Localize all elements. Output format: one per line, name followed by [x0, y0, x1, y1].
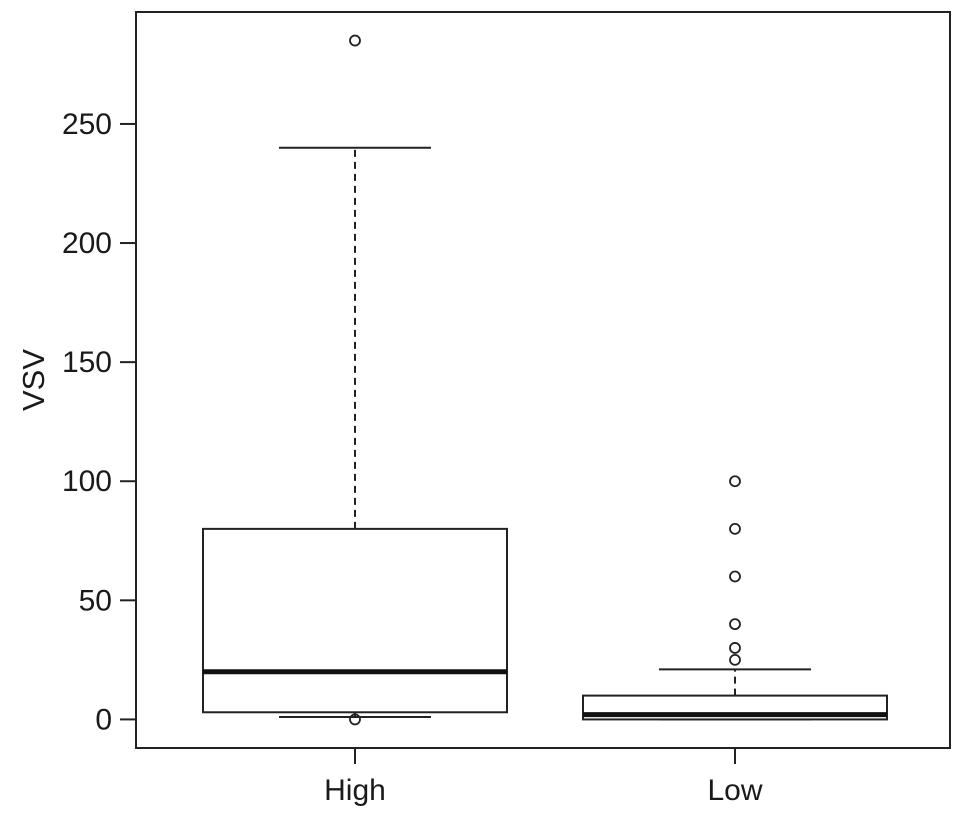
y-tick-label: 150: [62, 346, 112, 379]
outlier-point: [729, 522, 741, 535]
y-tick-label: 100: [62, 465, 112, 498]
outlier-point: [729, 653, 741, 666]
outlier-point: [349, 713, 361, 726]
y-tick-label: 0: [95, 703, 112, 736]
y-tick-label: 250: [62, 108, 112, 141]
y-axis-title: VSV: [16, 349, 51, 411]
x-axis: High Low: [324, 748, 763, 807]
outlier-point: [729, 618, 741, 631]
outlier-point: [729, 642, 741, 654]
outlier-point: [729, 570, 741, 583]
iqr-box: [202, 527, 508, 714]
x-tick-label-low: Low: [707, 774, 762, 807]
boxes: [202, 34, 888, 726]
x-tick-label-high: High: [324, 774, 386, 807]
outlier-point: [729, 475, 741, 488]
y-tick-label: 50: [79, 584, 112, 617]
y-tick-label: 200: [62, 227, 112, 260]
box-low: [582, 475, 888, 721]
outlier-point: [349, 34, 361, 47]
box-high: [202, 34, 508, 726]
plot-frame: [135, 11, 951, 749]
y-axis: 0 50 100 150 200 250: [62, 108, 136, 736]
